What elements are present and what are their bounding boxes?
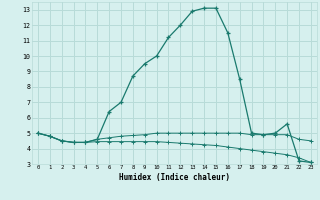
X-axis label: Humidex (Indice chaleur): Humidex (Indice chaleur) <box>119 173 230 182</box>
